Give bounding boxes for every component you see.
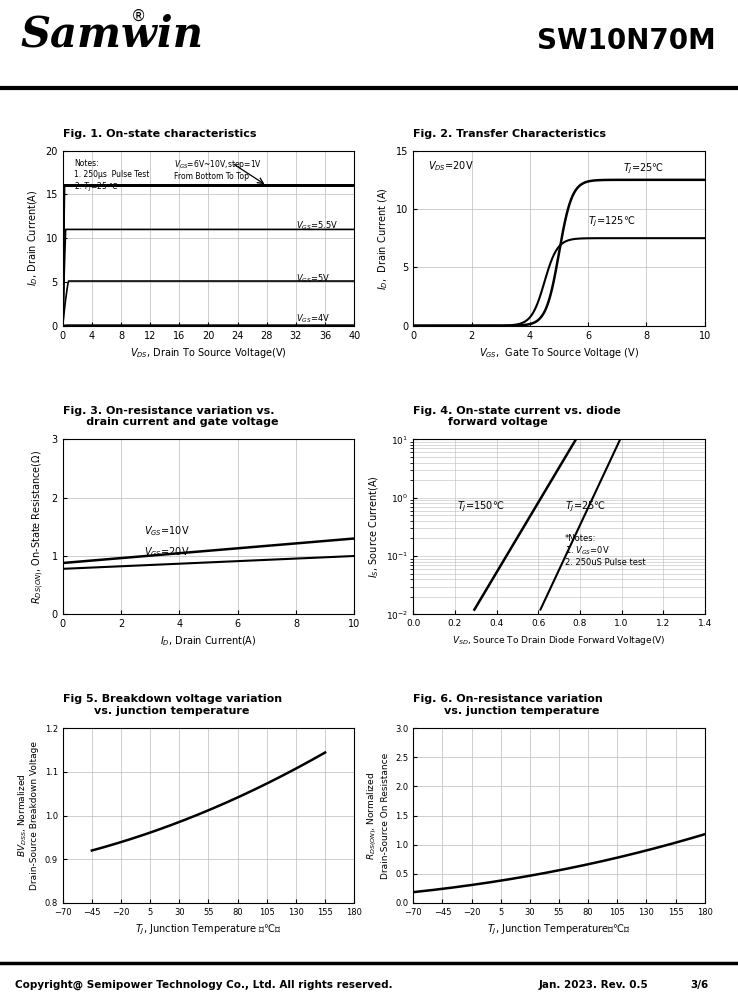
Text: Fig 5. Breakdown voltage variation
        vs. junction temperature: Fig 5. Breakdown voltage variation vs. j… (63, 694, 282, 716)
Text: $V_{GS}$=10V: $V_{GS}$=10V (145, 524, 190, 538)
Text: $V_{GS}$=6V~10V,step=1V
From Bottom To Top: $V_{GS}$=6V~10V,step=1V From Bottom To T… (173, 158, 261, 181)
Text: $V_{DS}$=20V: $V_{DS}$=20V (428, 159, 474, 173)
Text: Samwin: Samwin (21, 14, 204, 56)
X-axis label: $I_D$, Drain Current(A): $I_D$, Drain Current(A) (160, 635, 257, 648)
Y-axis label: $BV_{DSS}$, Normalized
Drain-Source Breakdown Voltage: $BV_{DSS}$, Normalized Drain-Source Brea… (16, 741, 39, 890)
X-axis label: $V_{DS}$, Drain To Source Voltage(V): $V_{DS}$, Drain To Source Voltage(V) (130, 346, 287, 360)
Text: $T_J$=25℃: $T_J$=25℃ (623, 162, 664, 176)
Text: $T_J$=25℃: $T_J$=25℃ (565, 500, 606, 514)
Text: $T_J$=150℃: $T_J$=150℃ (457, 500, 504, 514)
Text: 3/6: 3/6 (690, 980, 708, 990)
Y-axis label: $I_D$,  Drain Current (A): $I_D$, Drain Current (A) (377, 187, 390, 290)
X-axis label: $T_J$, Junction Temperature （℃）: $T_J$, Junction Temperature （℃） (135, 922, 282, 937)
X-axis label: $T_J$, Junction Temperature（℃）: $T_J$, Junction Temperature（℃） (487, 922, 631, 937)
Text: $V_{GS}$=20V: $V_{GS}$=20V (145, 545, 190, 559)
Text: *Notes:
1. $V_{GS}$=0V
2. 250uS Pulse test: *Notes: 1. $V_{GS}$=0V 2. 250uS Pulse te… (565, 534, 646, 567)
Text: Fig. 1. On-state characteristics: Fig. 1. On-state characteristics (63, 129, 256, 139)
Text: $V_{GS}$=4V: $V_{GS}$=4V (296, 312, 330, 325)
Y-axis label: $I_S$, Source Current(A): $I_S$, Source Current(A) (367, 475, 381, 578)
Text: Jan. 2023. Rev. 0.5: Jan. 2023. Rev. 0.5 (539, 980, 649, 990)
Text: Fig. 2. Transfer Characteristics: Fig. 2. Transfer Characteristics (413, 129, 607, 139)
Text: $T_J$=125℃: $T_J$=125℃ (588, 215, 635, 229)
X-axis label: $V_{SD}$, Source To Drain Diode Forward Voltage(V): $V_{SD}$, Source To Drain Diode Forward … (452, 634, 666, 647)
Text: SW10N70M: SW10N70M (537, 27, 716, 55)
X-axis label: $V_{GS}$,  Gate To Source Voltage (V): $V_{GS}$, Gate To Source Voltage (V) (479, 346, 639, 360)
Text: $V_{GS}$=5.5V: $V_{GS}$=5.5V (296, 219, 338, 232)
Text: ®: ® (131, 9, 147, 24)
Y-axis label: $R_{DS(ON)}$, Normalized
Drain-Source On Resistance: $R_{DS(ON)}$, Normalized Drain-Source On… (365, 752, 390, 879)
Y-axis label: $R_{DS(ON)}$, On-State Resistance(Ω): $R_{DS(ON)}$, On-State Resistance(Ω) (31, 450, 46, 604)
Text: Notes:
1. 250μs  Pulse Test
2. $T_J$=25 ℃: Notes: 1. 250μs Pulse Test 2. $T_J$=25 ℃ (75, 159, 150, 194)
Y-axis label: $I_D$, Drain Current(A): $I_D$, Drain Current(A) (27, 190, 40, 286)
Text: Fig. 3. On-resistance variation vs.
      drain current and gate voltage: Fig. 3. On-resistance variation vs. drai… (63, 406, 278, 427)
Text: Fig. 6. On-resistance variation
        vs. junction temperature: Fig. 6. On-resistance variation vs. junc… (413, 694, 603, 716)
Text: $V_{GS}$=5V: $V_{GS}$=5V (296, 272, 330, 285)
Text: Copyright@ Semipower Technology Co., Ltd. All rights reserved.: Copyright@ Semipower Technology Co., Ltd… (15, 980, 393, 990)
Text: Fig. 4. On-state current vs. diode
         forward voltage: Fig. 4. On-state current vs. diode forwa… (413, 406, 621, 427)
